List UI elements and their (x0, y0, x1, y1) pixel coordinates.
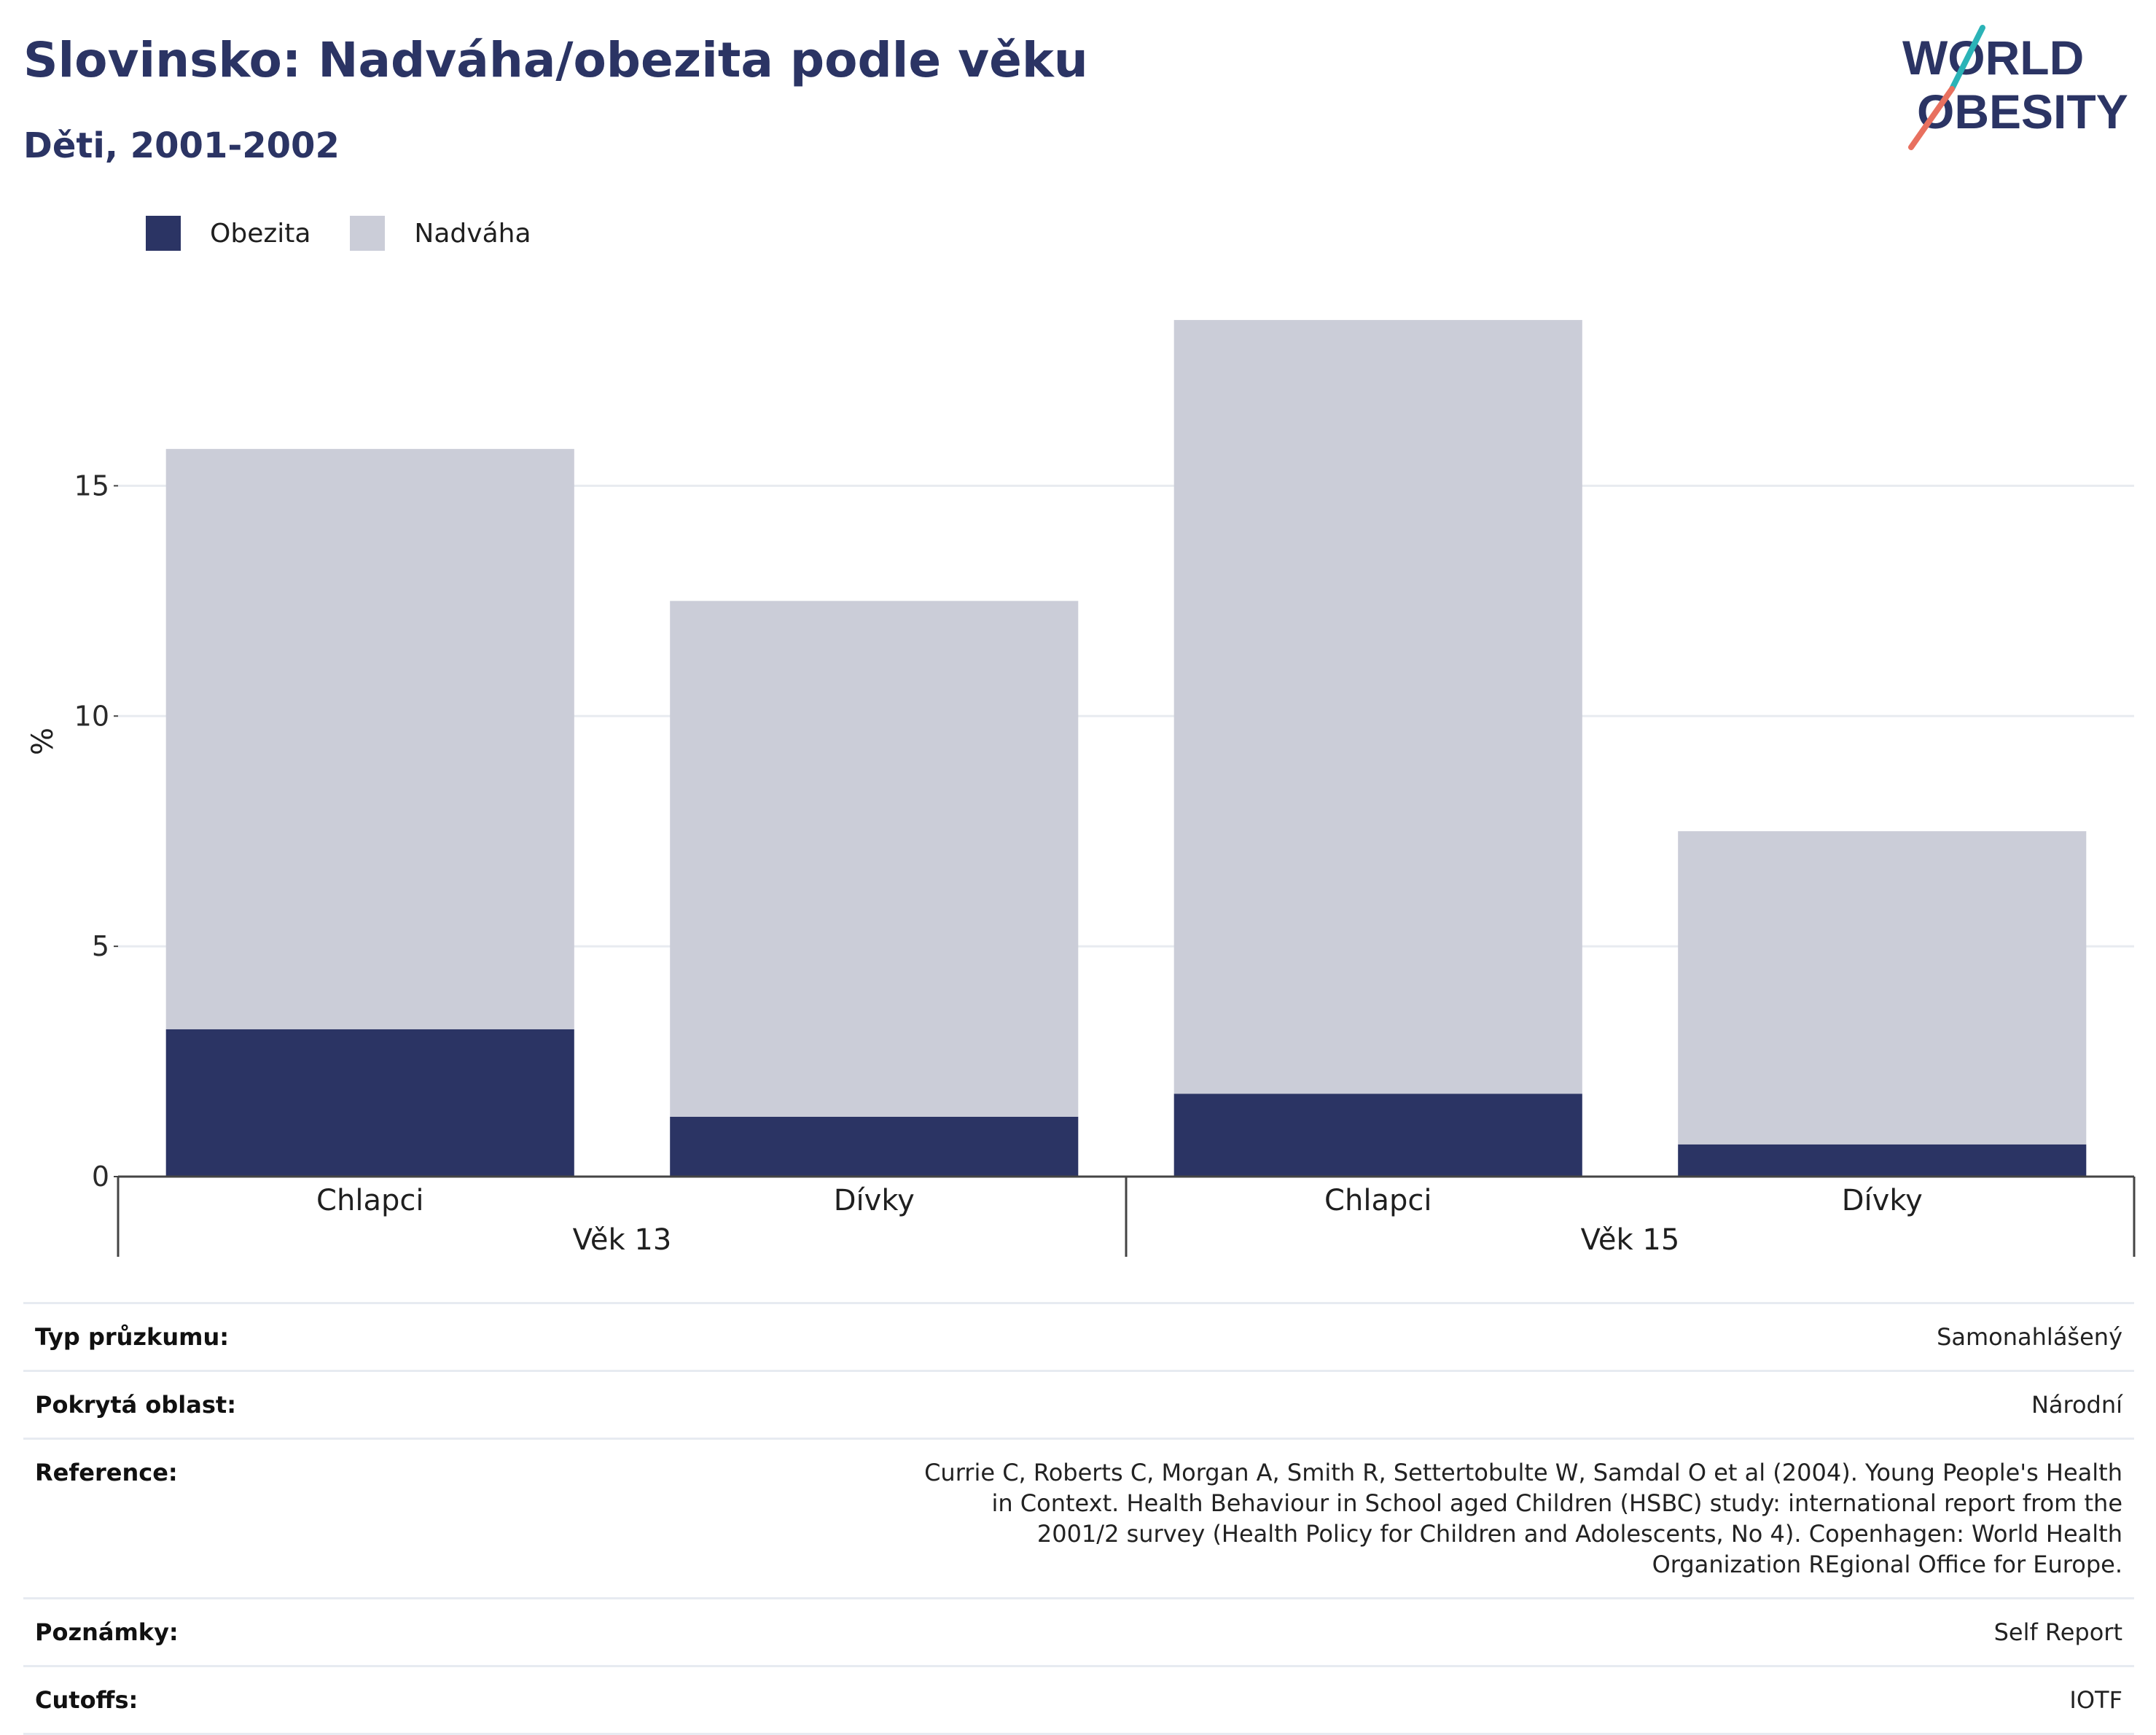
bar-obesity (670, 1116, 1079, 1177)
y-tick-label: 10 (74, 700, 109, 732)
bar-overweight (1173, 319, 1582, 1094)
x-category-label: Chlapci (1324, 1184, 1432, 1217)
x-category-label: Dívky (834, 1184, 915, 1217)
x-group-label: Věk 13 (573, 1223, 672, 1257)
info-value-notes: Self Report (411, 1597, 2134, 1666)
info-row: Pokrytá oblast: Národní (23, 1370, 2134, 1439)
info-row: Cutoffs: IOTF (23, 1665, 2134, 1735)
legend-swatch-obesity (146, 216, 181, 251)
info-key-coverage: Pokrytá oblast: (23, 1370, 411, 1439)
info-row: Reference: Currie C, Roberts C, Morgan A… (23, 1438, 2134, 1599)
info-value-cutoffs: IOTF (411, 1665, 2134, 1735)
legend-label-obesity: Obezita (210, 218, 311, 249)
legend-label-overweight: Nadváha (414, 218, 531, 249)
info-key-reference: Reference: (23, 1438, 411, 1599)
legend-item-overweight[interactable]: Nadváha (350, 216, 531, 251)
bar-overweight (1678, 831, 2087, 1145)
x-category-label: Dívky (1842, 1184, 1923, 1217)
bar-overweight (165, 448, 574, 1029)
chart-legend: Obezita Nadváha (146, 216, 571, 251)
world-obesity-logo: WORLD OBESITY (1902, 25, 2128, 150)
logo-slash-coral (1908, 86, 1955, 150)
bar-obesity (165, 1029, 574, 1177)
chart-title: Slovinsko: Nadváha/obezita podle věku (23, 32, 1088, 88)
legend-item-obesity[interactable]: Obezita (146, 216, 310, 251)
y-tick-label: 0 (92, 1161, 109, 1193)
info-value-coverage: Národní (411, 1370, 2134, 1439)
logo-line1: WORLD (1902, 31, 2084, 85)
y-tick-label: 15 (74, 469, 109, 502)
x-group-label: Věk 15 (1581, 1223, 1680, 1257)
info-value-reference: Currie C, Roberts C, Morgan A, Smith R, … (411, 1438, 2134, 1599)
bar-obesity (1678, 1144, 2087, 1177)
info-row: Poznámky: Self Report (23, 1597, 2134, 1666)
info-key-survey-type: Typ průzkumu: (23, 1302, 411, 1371)
y-tick-label: 5 (92, 930, 109, 962)
info-key-notes: Poznámky: (23, 1597, 411, 1666)
x-category-label: Chlapci (316, 1184, 423, 1217)
info-table: Typ průzkumu: Samonahlášený Pokrytá obla… (23, 1302, 2134, 1735)
chart-subtitle: Děti, 2001-2002 (23, 125, 340, 166)
info-row: Typ průzkumu: Samonahlášený (23, 1302, 2134, 1371)
stacked-bar-chart: 0 5 10 15% Chlapci Dívky Chlapci Dívky Věk 13 Věk… (26, 319, 2136, 1257)
bar-overweight (670, 601, 1079, 1117)
info-value-survey-type: Samonahlášený (411, 1302, 2134, 1371)
legend-swatch-overweight (350, 216, 386, 251)
y-axis-label: % (26, 728, 60, 755)
logo-slash-teal (1949, 25, 1985, 92)
bar-obesity (1173, 1093, 1582, 1177)
info-key-cutoffs: Cutoffs: (23, 1665, 411, 1735)
